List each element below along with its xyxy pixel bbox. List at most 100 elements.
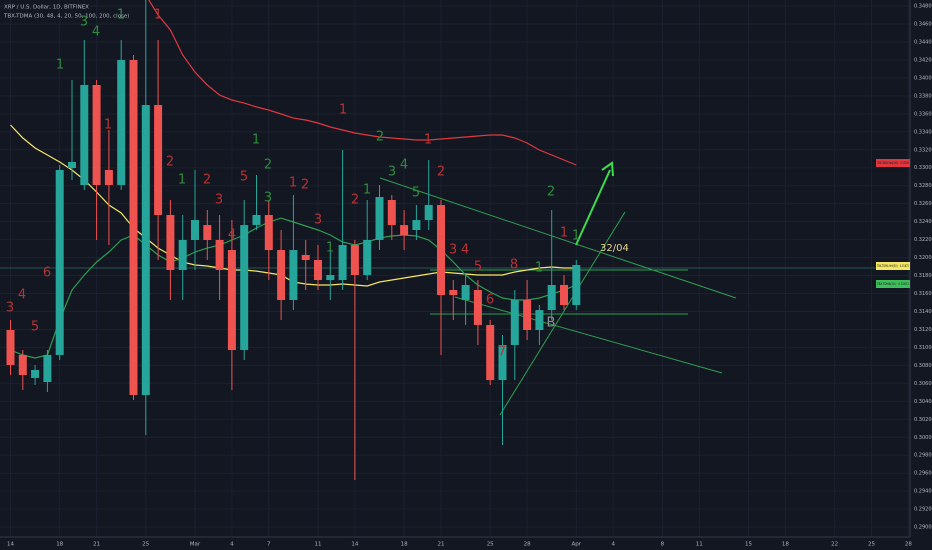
candle-body [264,214,273,251]
candle-body [289,250,298,300]
candle-body [68,161,76,169]
x-tick-label: Apr [572,542,582,548]
candle-body [449,290,458,296]
x-tick-label: 25 [487,542,494,548]
candle-body [387,199,396,226]
td-count: 6 [43,266,51,281]
candle-body [203,225,212,240]
x-tick-label: 4 [611,542,615,548]
candle-body [461,284,470,300]
candle-body [80,84,89,185]
td-count: 1 [154,8,162,23]
x-tick-label: 15 [745,542,752,548]
annotation: 32/04 [600,243,629,254]
candle-body [301,254,310,261]
x-tick-label: Mar [190,542,201,548]
candle-body [510,299,519,346]
td-count: 4 [461,243,469,258]
td-count: 1 [572,229,580,244]
candle-body [400,225,409,236]
x-tick-label: 7 [267,542,271,548]
candle-body [350,245,359,276]
candle-body [6,329,15,366]
candle-body [338,245,347,281]
x-tick-label: 28 [905,542,912,548]
td-count: 5 [474,260,482,275]
td-count: 4 [400,158,408,173]
indicator-name: TBX-TDMA (30, 48, 4, 20, 50, 100, 200, c… [3,14,129,20]
x-tick-label: 18 [782,542,789,548]
td-count: 5 [31,320,39,335]
x-tick-label: 14 [7,542,14,548]
td-count: 1 [424,133,432,148]
chart-title: XRP / U.S. Dollar, 1D, BITFINEX [4,5,89,11]
candle-body [104,169,113,185]
candle-body [166,214,175,270]
td-count: 3 [215,193,223,208]
x-tick-label: 25 [142,542,149,548]
td-count: 8 [510,258,518,273]
x-tick-label: 18 [56,542,63,548]
candle-body [18,354,27,376]
candle-body [498,345,507,381]
td-count: 3 [264,191,272,206]
td-count: 1 [56,58,64,73]
td-count: 2 [264,158,272,173]
candle-body [375,197,384,240]
price-label: TBX-TDMA(20) · 0.31672 [876,282,909,286]
x-tick-label: 28 [524,542,531,548]
td-count: 3 [6,301,14,316]
arrow-head [601,161,614,177]
candle-body [486,324,495,381]
candle-body [92,84,101,185]
candle-body [314,260,322,281]
price-label: TBX-TDMA Yell(50) · 0.31872 [876,264,909,268]
candle-body [227,250,236,351]
y-tick-label: 0.29000 [914,525,932,531]
candle-body [424,205,433,221]
td-count: 1 [289,176,297,191]
td-count: 5 [412,186,420,201]
candle-body [141,105,150,396]
x-tick-label: 21 [438,542,445,548]
td-count: 1 [339,103,347,118]
td-count: 3 [314,213,322,228]
candle-body [178,239,187,270]
candle-body [326,275,335,281]
plot [0,0,910,481]
td-count: 1 [363,183,371,198]
td-count: 4 [18,288,26,303]
td-count: 2 [547,185,555,200]
candle-body [572,265,581,306]
td-count: 1 [326,241,334,256]
arrow [575,169,611,246]
ma-line [148,0,577,166]
candle-body [117,60,126,185]
td-count: 3 [388,165,396,180]
td-count: 3 [80,15,88,30]
td-count: 2 [301,178,309,193]
x-tick-label: 22 [831,542,838,548]
candle-body [547,284,556,311]
td-count: 2 [376,130,384,145]
